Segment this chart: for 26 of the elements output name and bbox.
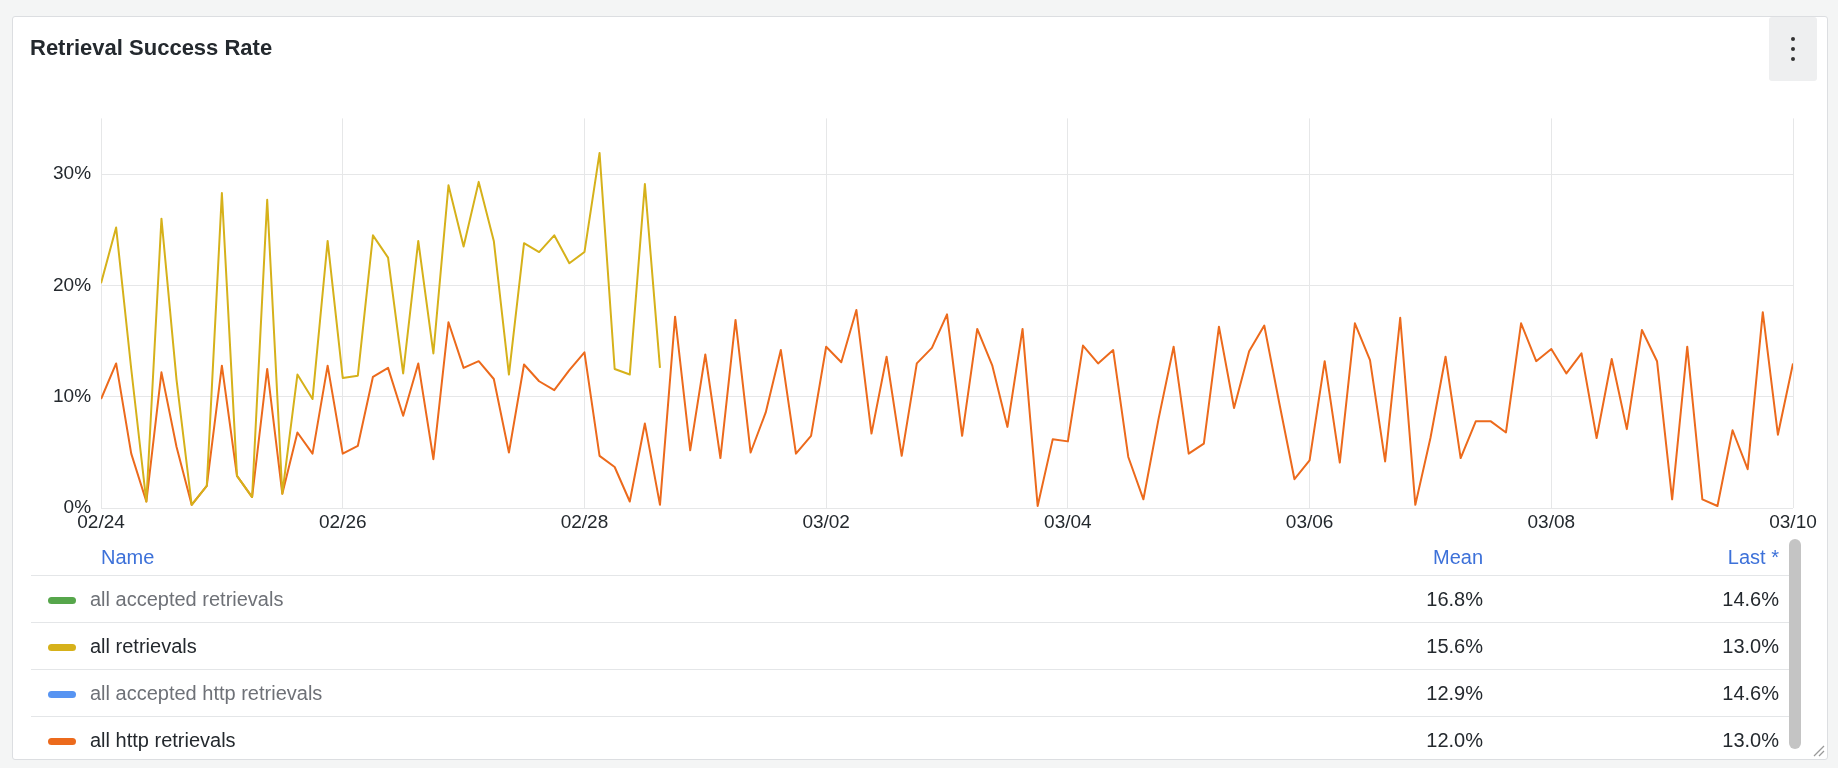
legend-label: all http retrievals	[90, 728, 236, 751]
x-tick-label: 02/28	[560, 510, 609, 532]
legend-label: all accepted retrievals	[90, 587, 284, 610]
legend-label: all retrievals	[90, 634, 197, 657]
y-tick-label: 20%	[53, 273, 92, 295]
legend-label: all accepted http retrievals	[90, 681, 323, 704]
x-tick-label: 02/26	[318, 510, 367, 532]
text: Mean	[1432, 544, 1485, 570]
y-tick-label: 10%	[53, 385, 92, 407]
y-tick-label: 30%	[53, 162, 92, 184]
x-tick-label: 03/06	[1285, 510, 1334, 532]
text: 13.0%	[1505, 622, 1801, 670]
text: 14.6%	[1505, 669, 1801, 717]
text: 13.0%	[1505, 716, 1801, 763]
text: Last *	[1726, 544, 1780, 570]
text: 14.6%	[1505, 575, 1801, 623]
text: Name	[100, 544, 156, 570]
x-tick-label: 03/02	[802, 510, 850, 532]
text: 12.0%	[1209, 716, 1506, 763]
chart-title: Retrieval Success Rate	[30, 35, 273, 61]
text: 15.6%	[1209, 622, 1506, 670]
x-tick-label: 03/10	[1769, 510, 1817, 532]
text: 16.8%	[1209, 575, 1506, 623]
x-tick-label: 03/08	[1527, 510, 1576, 532]
x-tick-label: 03/04	[1044, 510, 1093, 532]
text: 12.9%	[1209, 669, 1506, 717]
